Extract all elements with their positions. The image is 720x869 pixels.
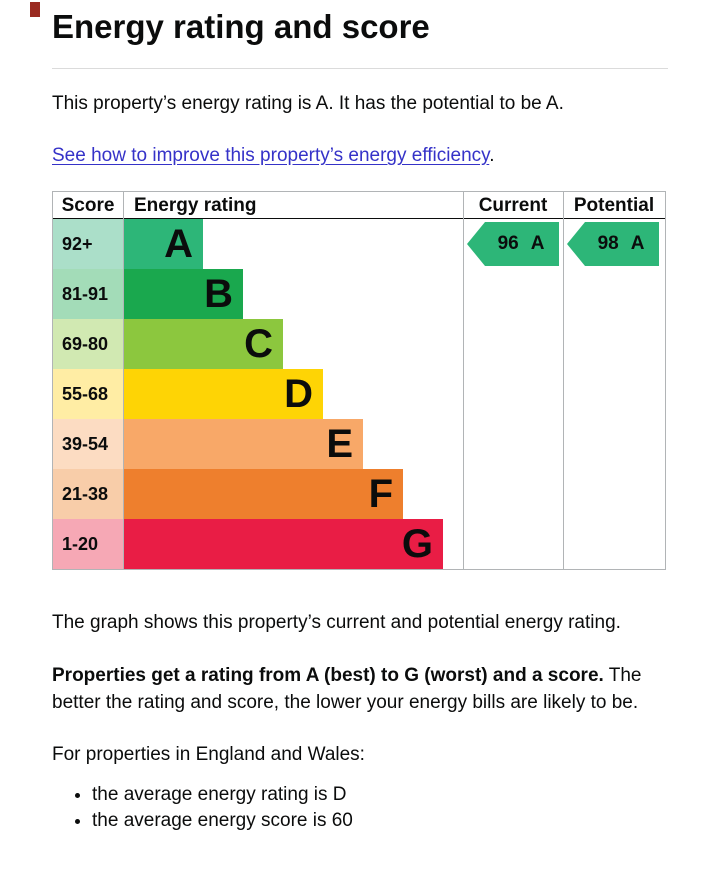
grid-line-current <box>463 192 464 569</box>
current-rating-score: 96 <box>497 233 519 254</box>
average-rating-item: the average energy rating is D <box>92 782 668 808</box>
band-row-g: 1-20 G <box>53 519 665 569</box>
region-heading: For properties in England and Wales: <box>52 744 365 765</box>
band-score-a: 92+ <box>53 219 123 269</box>
band-score-d: 55-68 <box>53 369 123 419</box>
current-rating-arrow: 96 A <box>467 222 559 266</box>
rating-explanation-bold: Properties get a rating from A (best) to… <box>52 665 604 686</box>
average-score-item: the average energy score is 60 <box>92 808 668 834</box>
band-score-g: 1-20 <box>53 519 123 569</box>
band-bar-e: E <box>123 419 363 469</box>
band-row-b: 81-91 B <box>53 269 665 319</box>
band-bar-g: G <box>123 519 443 569</box>
rating-explanation-rest: The better the rating and score, the low… <box>52 665 642 713</box>
band-row-f: 21-38 F <box>53 469 665 519</box>
band-bar-d: D <box>123 369 323 419</box>
graph-caption: The graph shows this property’s current … <box>52 612 621 633</box>
page: Energy rating and score This property’s … <box>0 0 720 834</box>
rating-explanation: Properties get a rating from A (best) to… <box>52 662 668 716</box>
band-letter-d: D <box>284 372 313 416</box>
band-letter-f: F <box>368 472 393 516</box>
section-divider <box>52 68 668 69</box>
band-score-b: 81-91 <box>53 269 123 319</box>
band-score-e: 39-54 <box>53 419 123 469</box>
improve-efficiency-link[interactable]: See how to improve this property’s energ… <box>52 145 490 166</box>
page-title: Energy rating and score <box>52 8 430 45</box>
band-letter-b: B <box>204 272 233 316</box>
page-corner-mark <box>30 2 40 17</box>
grid-line-potential <box>563 192 564 569</box>
column-header-score: Score <box>61 194 115 216</box>
band-row-d: 55-68 D <box>53 369 665 419</box>
band-letter-a: A <box>164 222 193 266</box>
chart-header-row: Score Energy rating Current Potential <box>53 192 665 219</box>
band-bar-c: C <box>123 319 283 369</box>
column-header-energy-rating: Energy rating <box>134 194 257 216</box>
band-letter-e: E <box>326 422 353 466</box>
current-rating-letter: A <box>530 233 545 254</box>
column-header-current: Current <box>478 194 548 216</box>
band-score-c: 69-80 <box>53 319 123 369</box>
potential-rating-arrow: 98 A <box>567 222 659 266</box>
potential-rating-letter: A <box>630 233 645 254</box>
intro-text: This property’s energy rating is A. It h… <box>52 93 564 114</box>
band-bar-a: A <box>123 219 203 269</box>
band-bar-f: F <box>123 469 403 519</box>
band-row-c: 69-80 C <box>53 319 665 369</box>
average-facts-list: the average energy rating is D the avera… <box>52 782 668 834</box>
band-row-e: 39-54 E <box>53 419 665 469</box>
improve-link-suffix: . <box>489 145 495 166</box>
potential-rating-score: 98 <box>597 233 619 254</box>
improve-link-line: See how to improve this property’s energ… <box>52 143 668 169</box>
band-letter-g: G <box>401 522 433 566</box>
column-header-potential: Potential <box>573 194 655 216</box>
grid-line-score <box>123 192 124 569</box>
band-score-f: 21-38 <box>53 469 123 519</box>
band-bar-b: B <box>123 269 243 319</box>
energy-rating-chart: Score Energy rating Current Potential 92… <box>52 191 666 570</box>
band-letter-c: C <box>244 322 273 366</box>
band-row-a: 92+ A <box>53 219 665 269</box>
